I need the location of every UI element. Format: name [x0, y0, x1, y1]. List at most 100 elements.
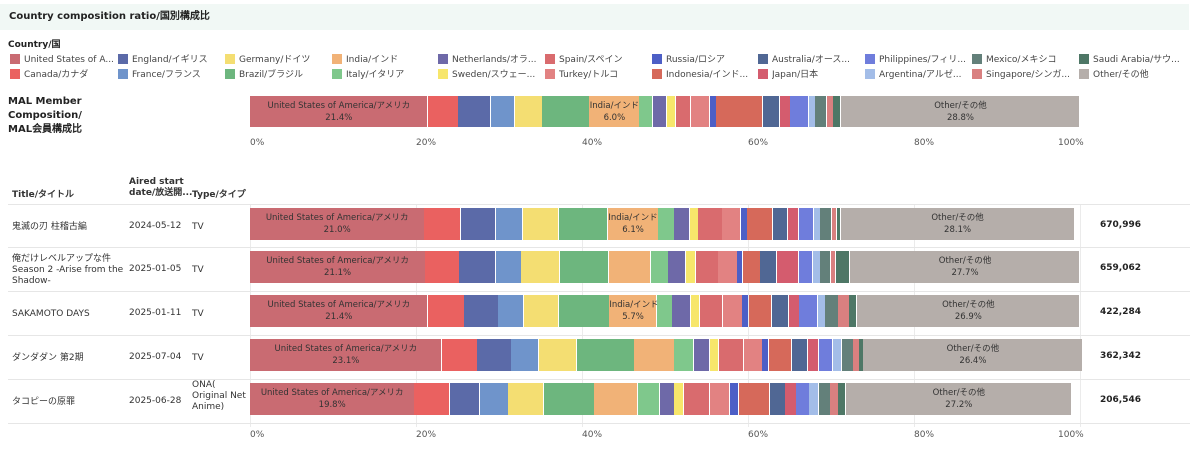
bar-segment[interactable] — [817, 295, 825, 327]
bar-segment[interactable] — [840, 96, 1080, 127]
bar-segment[interactable] — [788, 295, 799, 327]
bar-segment[interactable] — [723, 295, 742, 327]
legend-item[interactable]: Indonesia/インド... — [652, 69, 748, 81]
bar-segment[interactable] — [760, 251, 777, 283]
bar-segment[interactable] — [637, 383, 660, 415]
bar-segment[interactable] — [830, 383, 838, 415]
legend-item[interactable]: Spain/スペイン — [545, 54, 623, 66]
bar-segment[interactable] — [785, 383, 796, 415]
bar-segment[interactable] — [808, 96, 815, 127]
bar-segment[interactable] — [818, 339, 833, 371]
bar-segment[interactable] — [698, 208, 722, 240]
bar-segment[interactable] — [577, 339, 634, 371]
bar-segment[interactable] — [798, 208, 813, 240]
legend-item[interactable]: Russia/ロシア — [652, 54, 725, 66]
bar-segment[interactable] — [799, 295, 818, 327]
bar-segment[interactable] — [250, 383, 414, 415]
legend-item[interactable]: Italy/イタリア — [332, 69, 404, 81]
bar-segment[interactable] — [250, 295, 428, 327]
bar-segment[interactable] — [441, 339, 477, 371]
bar-segment[interactable] — [658, 208, 674, 240]
bar-segment[interactable] — [458, 96, 491, 127]
bar-segment[interactable] — [768, 339, 792, 371]
bar-segment[interactable] — [495, 208, 523, 240]
bar-segment[interactable] — [250, 339, 442, 371]
bar-segment[interactable] — [787, 208, 799, 240]
bar-segment[interactable] — [674, 208, 690, 240]
bar-segment[interactable] — [845, 383, 1072, 415]
bar-segment[interactable] — [809, 383, 818, 415]
bar-segment[interactable] — [836, 208, 841, 240]
bar-segment[interactable] — [838, 383, 846, 415]
bar-segment[interactable] — [820, 208, 832, 240]
bar-segment[interactable] — [674, 383, 684, 415]
bar-segment[interactable] — [639, 96, 652, 127]
bar-segment[interactable] — [652, 96, 667, 127]
header-aired-date[interactable]: Aired start date/放送開... — [129, 177, 192, 199]
bar-segment[interactable] — [790, 96, 808, 127]
bar-segment[interactable] — [850, 251, 1080, 283]
bar-segment[interactable] — [772, 295, 789, 327]
bar-segment[interactable] — [709, 339, 719, 371]
bar-segment[interactable] — [690, 295, 700, 327]
header-title[interactable]: Title/タイトル — [12, 190, 75, 200]
bar-segment[interactable] — [508, 383, 544, 415]
bar-segment[interactable] — [674, 339, 694, 371]
bar-segment[interactable] — [660, 383, 674, 415]
bar-segment[interactable] — [477, 339, 511, 371]
bar-segment[interactable] — [538, 339, 577, 371]
legend-item[interactable]: Canada/カナダ — [10, 69, 88, 81]
bar-segment[interactable] — [511, 339, 539, 371]
bar-segment[interactable] — [460, 208, 496, 240]
bar-segment[interactable] — [748, 295, 772, 327]
bar-segment[interactable] — [668, 251, 686, 283]
legend-item[interactable]: Brazil/ブラジル — [225, 69, 303, 81]
bar-segment[interactable] — [650, 251, 668, 283]
bar-segment[interactable] — [849, 295, 857, 327]
bar-segment[interactable] — [826, 96, 833, 127]
bar-segment[interactable] — [695, 251, 718, 283]
bar-segment[interactable] — [815, 96, 827, 127]
bar-segment[interactable] — [608, 251, 651, 283]
bar-segment[interactable] — [831, 208, 837, 240]
bar-segment[interactable] — [863, 339, 1082, 371]
bar-segment[interactable] — [594, 383, 637, 415]
bar-segment[interactable] — [523, 208, 559, 240]
bar-segment[interactable] — [833, 96, 841, 127]
legend-item[interactable]: Germany/ドイツ — [225, 54, 310, 66]
bar-segment[interactable] — [747, 208, 773, 240]
legend-item[interactable]: Saudi Arabia/サウ... — [1079, 54, 1180, 66]
bar-segment[interactable] — [838, 295, 849, 327]
bar-segment[interactable] — [762, 96, 779, 127]
bar-segment[interactable] — [718, 251, 737, 283]
bar-segment[interactable] — [835, 251, 850, 283]
bar-segment[interactable] — [521, 251, 559, 283]
bar-segment[interactable] — [675, 96, 691, 127]
legend-item[interactable]: Turkey/トルコ — [545, 69, 618, 81]
bar-segment[interactable] — [589, 96, 639, 127]
bar-segment[interactable] — [716, 96, 763, 127]
bar-segment[interactable] — [689, 208, 698, 240]
bar-segment[interactable] — [498, 295, 524, 327]
bar-segment[interactable] — [709, 96, 716, 127]
legend-item[interactable]: Philippines/フィリ... — [865, 54, 966, 66]
bar-segment[interactable] — [769, 383, 785, 415]
bar-segment[interactable] — [634, 339, 674, 371]
bar-segment[interactable] — [853, 339, 859, 371]
bar-segment[interactable] — [791, 339, 808, 371]
bar-segment[interactable] — [740, 208, 747, 240]
bar-segment[interactable] — [250, 208, 424, 240]
bar-segment[interactable] — [414, 383, 450, 415]
bar-segment[interactable] — [559, 251, 608, 283]
bar-segment[interactable] — [779, 96, 790, 127]
bar-segment[interactable] — [762, 339, 769, 371]
bar-segment[interactable] — [666, 96, 676, 127]
bar-segment[interactable] — [490, 96, 515, 127]
legend-item[interactable]: England/イギリス — [118, 54, 208, 66]
bar-segment[interactable] — [742, 295, 749, 327]
bar-segment[interactable] — [495, 251, 521, 283]
bar-segment[interactable] — [523, 295, 559, 327]
legend-item[interactable]: Netherlands/オラ... — [438, 54, 536, 66]
bar-segment[interactable] — [542, 96, 589, 127]
bar-segment[interactable] — [738, 383, 769, 415]
